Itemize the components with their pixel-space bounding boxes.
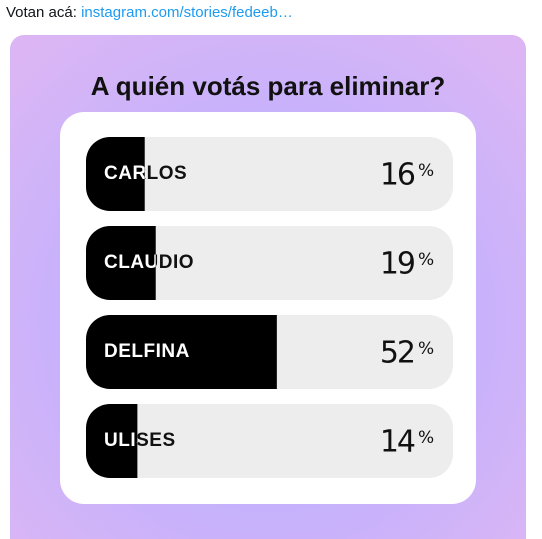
option-track: [86, 404, 453, 478]
poll-option: ULISESULISES14%: [86, 404, 453, 478]
option-percent: 19: [380, 247, 414, 282]
option-bar: [86, 137, 145, 211]
tweet-text: Votan acá: instagram.com/stories/fedeeb…: [6, 4, 293, 21]
option-bar: [86, 315, 277, 389]
tweet-label: Votan acá:: [6, 4, 77, 21]
poll-title: A quién votás para eliminar?: [91, 71, 445, 101]
option-name: CARLOS: [104, 163, 187, 184]
option-name-inverse: DELFINA: [104, 341, 190, 362]
story-link[interactable]: instagram.com/stories/fedeeb…: [81, 4, 293, 21]
option-bar: [86, 404, 138, 478]
option-name: ULISES: [104, 430, 176, 451]
option-name: CLAUDIO: [104, 252, 194, 273]
option-name: DELFINA: [104, 341, 190, 362]
option-name-inverse: CARLOS: [104, 163, 187, 184]
option-unit: %: [418, 428, 434, 448]
option-name-inverse: ULISES: [104, 430, 176, 451]
option-bar: [86, 226, 156, 300]
option-unit: %: [418, 161, 434, 181]
poll-option: CARLOSCARLOS16%: [86, 137, 453, 211]
option-track: [86, 137, 453, 211]
option-name-inverse: CLAUDIO: [104, 252, 194, 273]
option-percent: 52: [380, 336, 414, 371]
option-name: DELFINA: [104, 341, 190, 362]
option-percent: 14: [380, 425, 415, 460]
option-name: CARLOS: [104, 163, 187, 184]
option-name: ULISES: [104, 430, 176, 451]
option-percent: 16: [380, 158, 415, 193]
option-unit: %: [418, 339, 434, 359]
option-unit: %: [418, 250, 434, 270]
option-name: CLAUDIO: [104, 252, 194, 273]
